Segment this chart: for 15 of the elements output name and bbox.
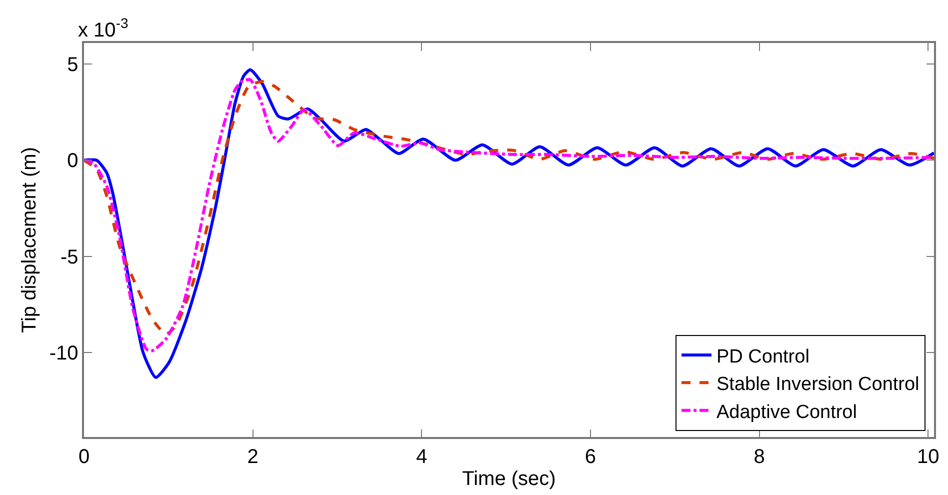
x-tick-label: 10 bbox=[916, 446, 940, 468]
x-tick-label: 4 bbox=[416, 446, 428, 468]
text: x 10$^{-3}$ bbox=[78, 15, 128, 42]
y-tick-label: -5 bbox=[60, 246, 78, 268]
y-axis-title: Tip displacement (m) bbox=[18, 147, 40, 333]
legend-label: PD Control bbox=[716, 346, 810, 368]
legend-label: Adaptive Control bbox=[716, 402, 857, 423]
y-tick-label: 5 bbox=[67, 54, 78, 76]
legend-label: Stable Inversion Control bbox=[716, 374, 920, 396]
x-tick-label: 2 bbox=[247, 446, 258, 468]
x-axis-title: Time (sec) bbox=[462, 468, 556, 490]
x-tick-label: 6 bbox=[584, 446, 596, 468]
x-tick-label: 8 bbox=[754, 446, 765, 468]
y-tick-label: 0 bbox=[67, 150, 78, 172]
y-tick-label: -10 bbox=[49, 342, 78, 364]
